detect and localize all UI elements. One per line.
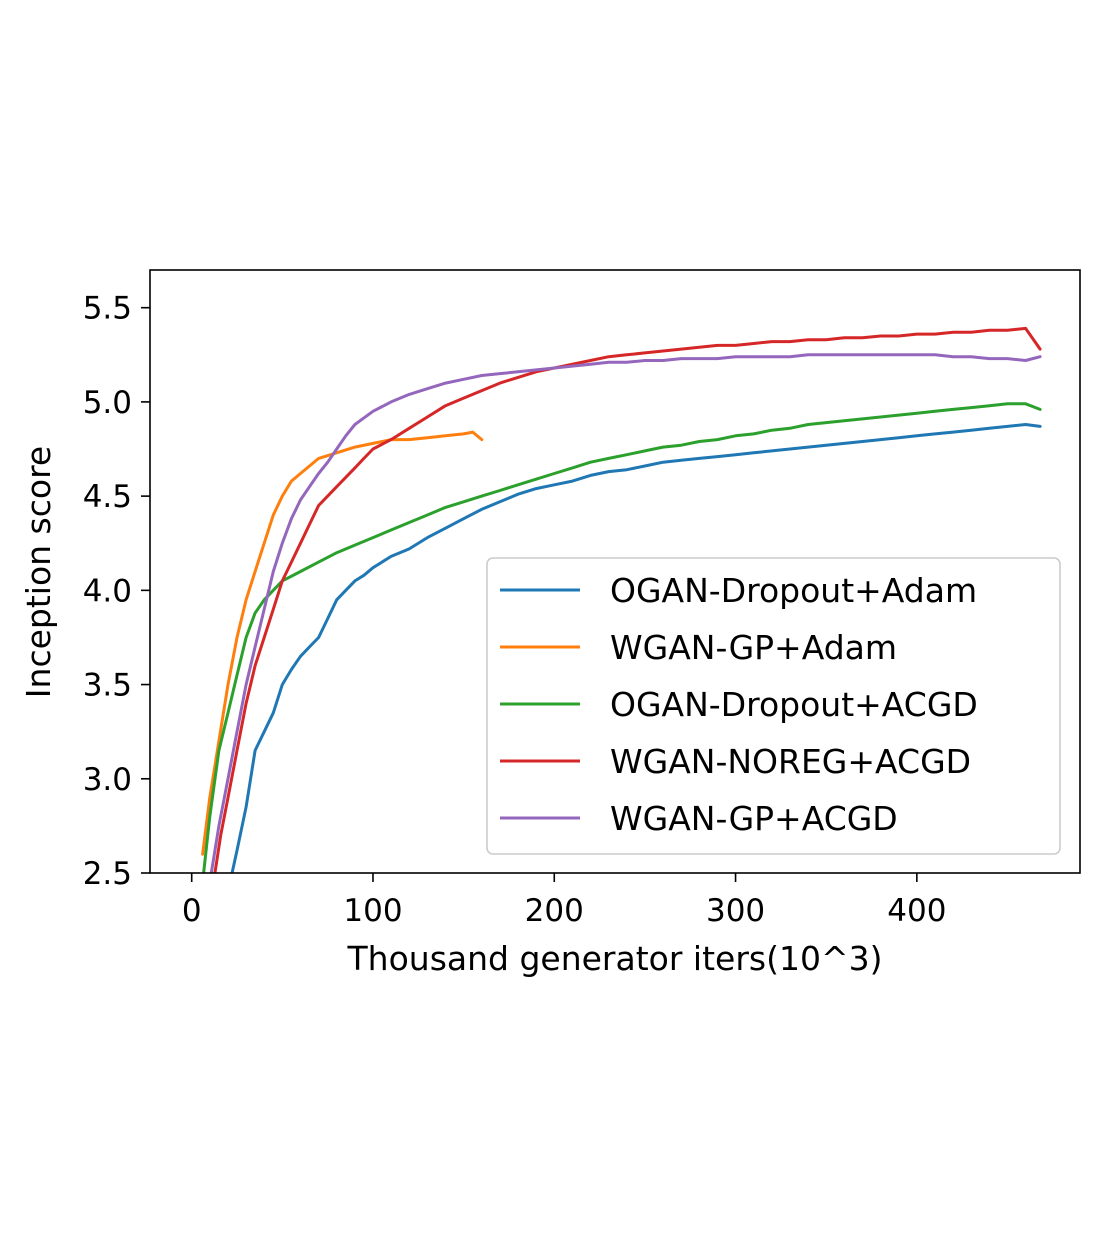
y-tick-label: 4.5	[83, 479, 132, 515]
x-axis-ticks: 0 100 200 300 400	[182, 873, 946, 929]
series-line-5	[209, 353, 1042, 873]
plot-frame	[149, 269, 1081, 874]
y-tick-label: 3.0	[83, 762, 132, 798]
x-tick-label: 0	[182, 893, 202, 929]
legend: OGAN-Dropout+Adam WGAN-GP+Adam OGAN-Dropou…	[486, 557, 1061, 855]
x-tick-label: 400	[887, 893, 946, 929]
y-tick-label: 4.0	[83, 573, 132, 609]
legend-label-3: OGAN-Dropout+ACGD	[610, 685, 978, 724]
legend-label-2: WGAN-GP+Adam	[610, 628, 897, 667]
y-axis-label: Inception score	[19, 446, 58, 698]
x-axis-label: Thousand generator iters(10^3)	[347, 939, 883, 978]
series-line-3	[202, 402, 1042, 873]
y-tick-label: 3.5	[83, 668, 132, 704]
y-tick-label: 5.5	[83, 291, 132, 327]
y-tick-label: 2.5	[83, 856, 132, 892]
series-line-2	[201, 430, 484, 856]
legend-label-1: OGAN-Dropout+Adam	[610, 571, 977, 610]
x-tick-label: 300	[706, 893, 765, 929]
x-tick-label: 100	[343, 893, 402, 929]
x-tick-label: 200	[525, 893, 584, 929]
y-tick-label: 5.0	[83, 385, 132, 421]
legend-box	[486, 557, 1061, 855]
series-layer	[201, 326, 1042, 873]
series-line-1	[230, 423, 1042, 873]
legend-label-4: WGAN-NOREG+ACGD	[610, 742, 971, 781]
legend-label-5: WGAN-GP+ACGD	[610, 799, 898, 838]
y-axis-ticks: 2.5 3.0 3.5 4.0 4.5 5.0 5.5	[83, 291, 150, 892]
